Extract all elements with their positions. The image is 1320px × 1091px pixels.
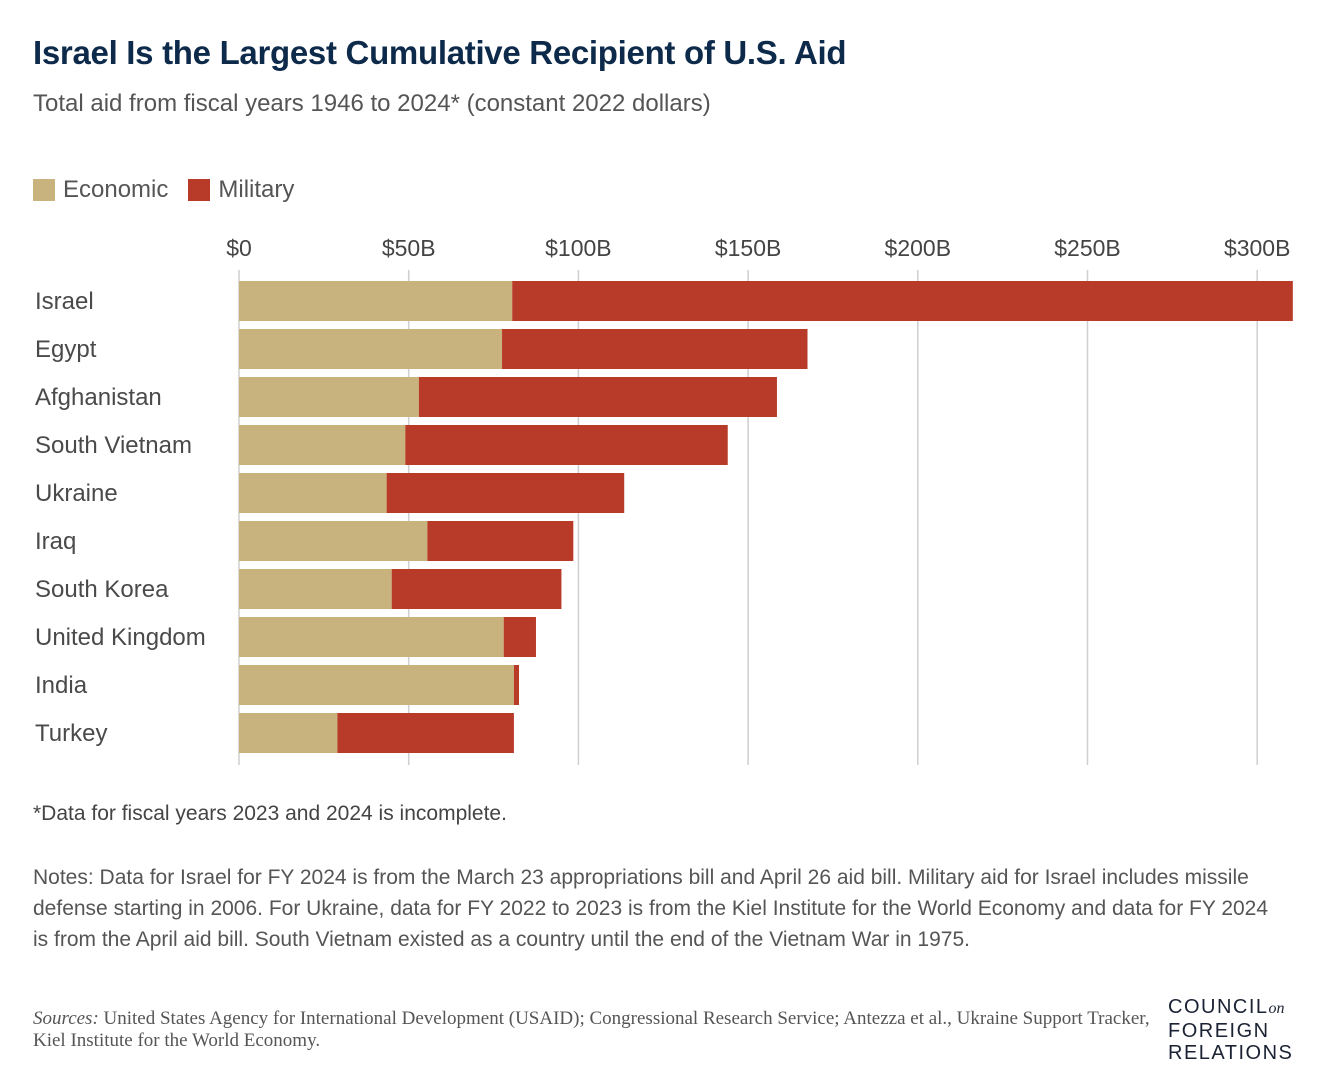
x-tick-label: $150B (715, 235, 782, 261)
x-tick-label: $100B (545, 235, 612, 261)
category-label: Egypt (35, 336, 97, 363)
cfr-logo: COUNCILon FOREIGN RELATIONS (1168, 996, 1293, 1064)
legend-swatch-economic (33, 179, 55, 201)
bar-economic (239, 617, 504, 657)
bar-military (427, 521, 574, 561)
chart-subtitle: Total aid from fiscal years 1946 to 2024… (33, 90, 711, 117)
category-label: South Korea (35, 576, 169, 603)
legend-item-economic: Economic (33, 176, 168, 204)
chart-title: Israel Is the Largest Cumulative Recipie… (33, 34, 847, 71)
sources-text: United States Agency for International D… (33, 1008, 1150, 1051)
notes: Notes: Data for Israel for FY 2024 is fr… (33, 866, 1269, 951)
bar-military (386, 473, 625, 513)
logo-on: on (1268, 1000, 1285, 1017)
category-label: Israel (35, 288, 94, 315)
x-tick-label: $200B (885, 235, 952, 261)
bar-military (502, 329, 808, 369)
bar-military (405, 425, 728, 465)
bar-economic (239, 377, 419, 417)
bar-military (337, 713, 514, 753)
bar-economic (239, 473, 387, 513)
logo-line-relations: RELATIONS (1168, 1042, 1294, 1064)
footnote: *Data for fiscal years 2023 and 2024 is … (33, 802, 507, 825)
bar-military (512, 281, 1293, 321)
bar-economic (239, 329, 503, 369)
category-label: Ukraine (35, 480, 118, 507)
bar-economic (239, 521, 428, 561)
chart-legend: Economic Military (33, 176, 314, 204)
bar-military (418, 377, 777, 417)
bar-economic (239, 425, 406, 465)
x-tick-label: $0 (226, 235, 252, 261)
category-label: Turkey (35, 720, 107, 747)
category-label: South Vietnam (35, 432, 192, 459)
category-label: Iraq (35, 528, 76, 555)
category-label: Afghanistan (35, 384, 162, 411)
bar-economic (239, 281, 513, 321)
x-tick-label: $50B (382, 235, 436, 261)
bar-economic (239, 713, 338, 753)
bar-military (503, 617, 536, 657)
legend-label-economic: Economic (63, 176, 169, 203)
x-tick-label: $300B (1224, 235, 1291, 261)
bar-military (513, 665, 520, 705)
bar-chart: $0 $50B $100B $150B $200B $250B $300B Israel Egy… (35, 235, 1293, 765)
legend-swatch-military (188, 179, 211, 201)
category-label: India (35, 672, 88, 699)
bar-military (391, 569, 562, 609)
x-tick-label: $250B (1054, 235, 1121, 261)
logo-line-foreign: FOREIGN (1168, 1020, 1270, 1042)
sources: Sources: United States Agency for Intern… (33, 1008, 1153, 1052)
bar-economic (239, 569, 392, 609)
legend-item-military: Military (188, 176, 294, 204)
legend-label-military: Military (218, 176, 295, 203)
category-label: United Kingdom (35, 624, 206, 651)
bar-economic (239, 665, 514, 705)
sources-label: Sources: (33, 1008, 99, 1029)
logo-line-council: COUNCIL (1168, 996, 1269, 1018)
